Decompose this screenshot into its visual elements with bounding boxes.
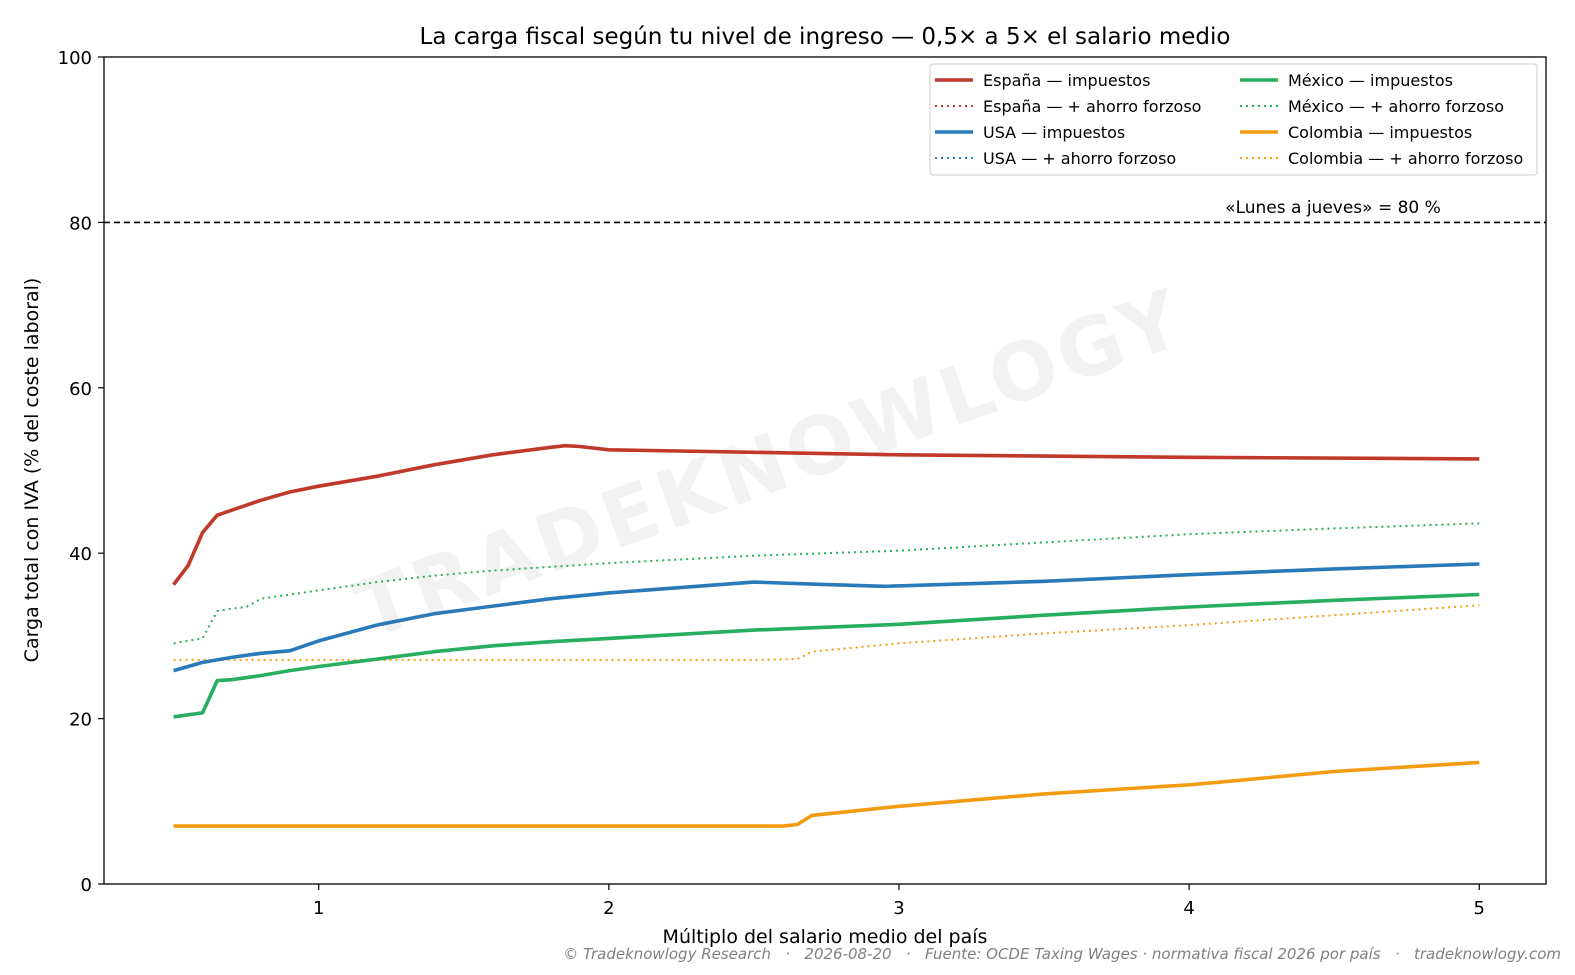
legend-label-mexico-impuestos: México — impuestos	[1288, 71, 1453, 90]
legend-label-espana-ahorro-forzoso: España — + ahorro forzoso	[983, 97, 1201, 116]
y-tick-label: 80	[69, 213, 92, 234]
x-tick-label: 5	[1474, 898, 1485, 919]
legend-label-usa-ahorro-forzoso: USA — + ahorro forzoso	[983, 149, 1176, 168]
chart-watermark: TRADEKNOWLOGY	[344, 271, 1197, 657]
axis-ticks: 1 2 3 4 5 0 20 40 60 80 100	[58, 48, 1485, 919]
series-line-colombia-impuestos	[173, 760, 1480, 828]
legend-label-colombia-ahorro-forzoso: Colombia — + ahorro forzoso	[1288, 149, 1523, 168]
legend-label-colombia-impuestos: Colombia — impuestos	[1288, 123, 1472, 142]
axes-frame	[103, 56, 1547, 885]
y-tick-label: 20	[69, 710, 92, 731]
x-tick-label: 2	[603, 898, 614, 919]
legend-label-mexico-ahorro-forzoso: México — + ahorro forzoso	[1288, 97, 1504, 116]
legend-box	[929, 63, 1538, 176]
x-tick-label: 4	[1183, 898, 1194, 919]
y-tick-label: 40	[69, 544, 92, 565]
x-tick-label: 1	[313, 898, 324, 919]
x-tick-label: 3	[893, 898, 904, 919]
series-line-usa-ahorro-forzoso	[173, 563, 1480, 672]
plot-area	[104, 221, 1546, 828]
legend-label-usa-impuestos: USA — impuestos	[983, 123, 1125, 142]
y-axis-label: Carga total con IVA (% del coste laboral…	[21, 278, 43, 663]
legend-label-espana-impuestos: España — impuestos	[983, 71, 1150, 90]
x-axis-label: Múltiplo del salario medio del país	[663, 926, 988, 948]
legend: España — impuestos España — + ahorro forz…	[929, 63, 1538, 176]
series-line-espana-ahorro-forzoso	[172, 444, 1480, 586]
y-tick-label: 100	[58, 48, 92, 69]
y-tick-label: 60	[69, 379, 92, 400]
series-line-mexico-ahorro-forzoso	[173, 522, 1480, 645]
reference-line-label: «Lunes a jueves» = 80 %	[1225, 198, 1441, 218]
series-line-mexico-impuestos	[173, 592, 1480, 719]
footer-credits: © Tradeknowlogy Research · 2026-08-20 · …	[563, 945, 1561, 963]
chart-title: La carga fiscal según tu nivel de ingres…	[420, 24, 1231, 50]
y-tick-label: 0	[81, 875, 92, 896]
